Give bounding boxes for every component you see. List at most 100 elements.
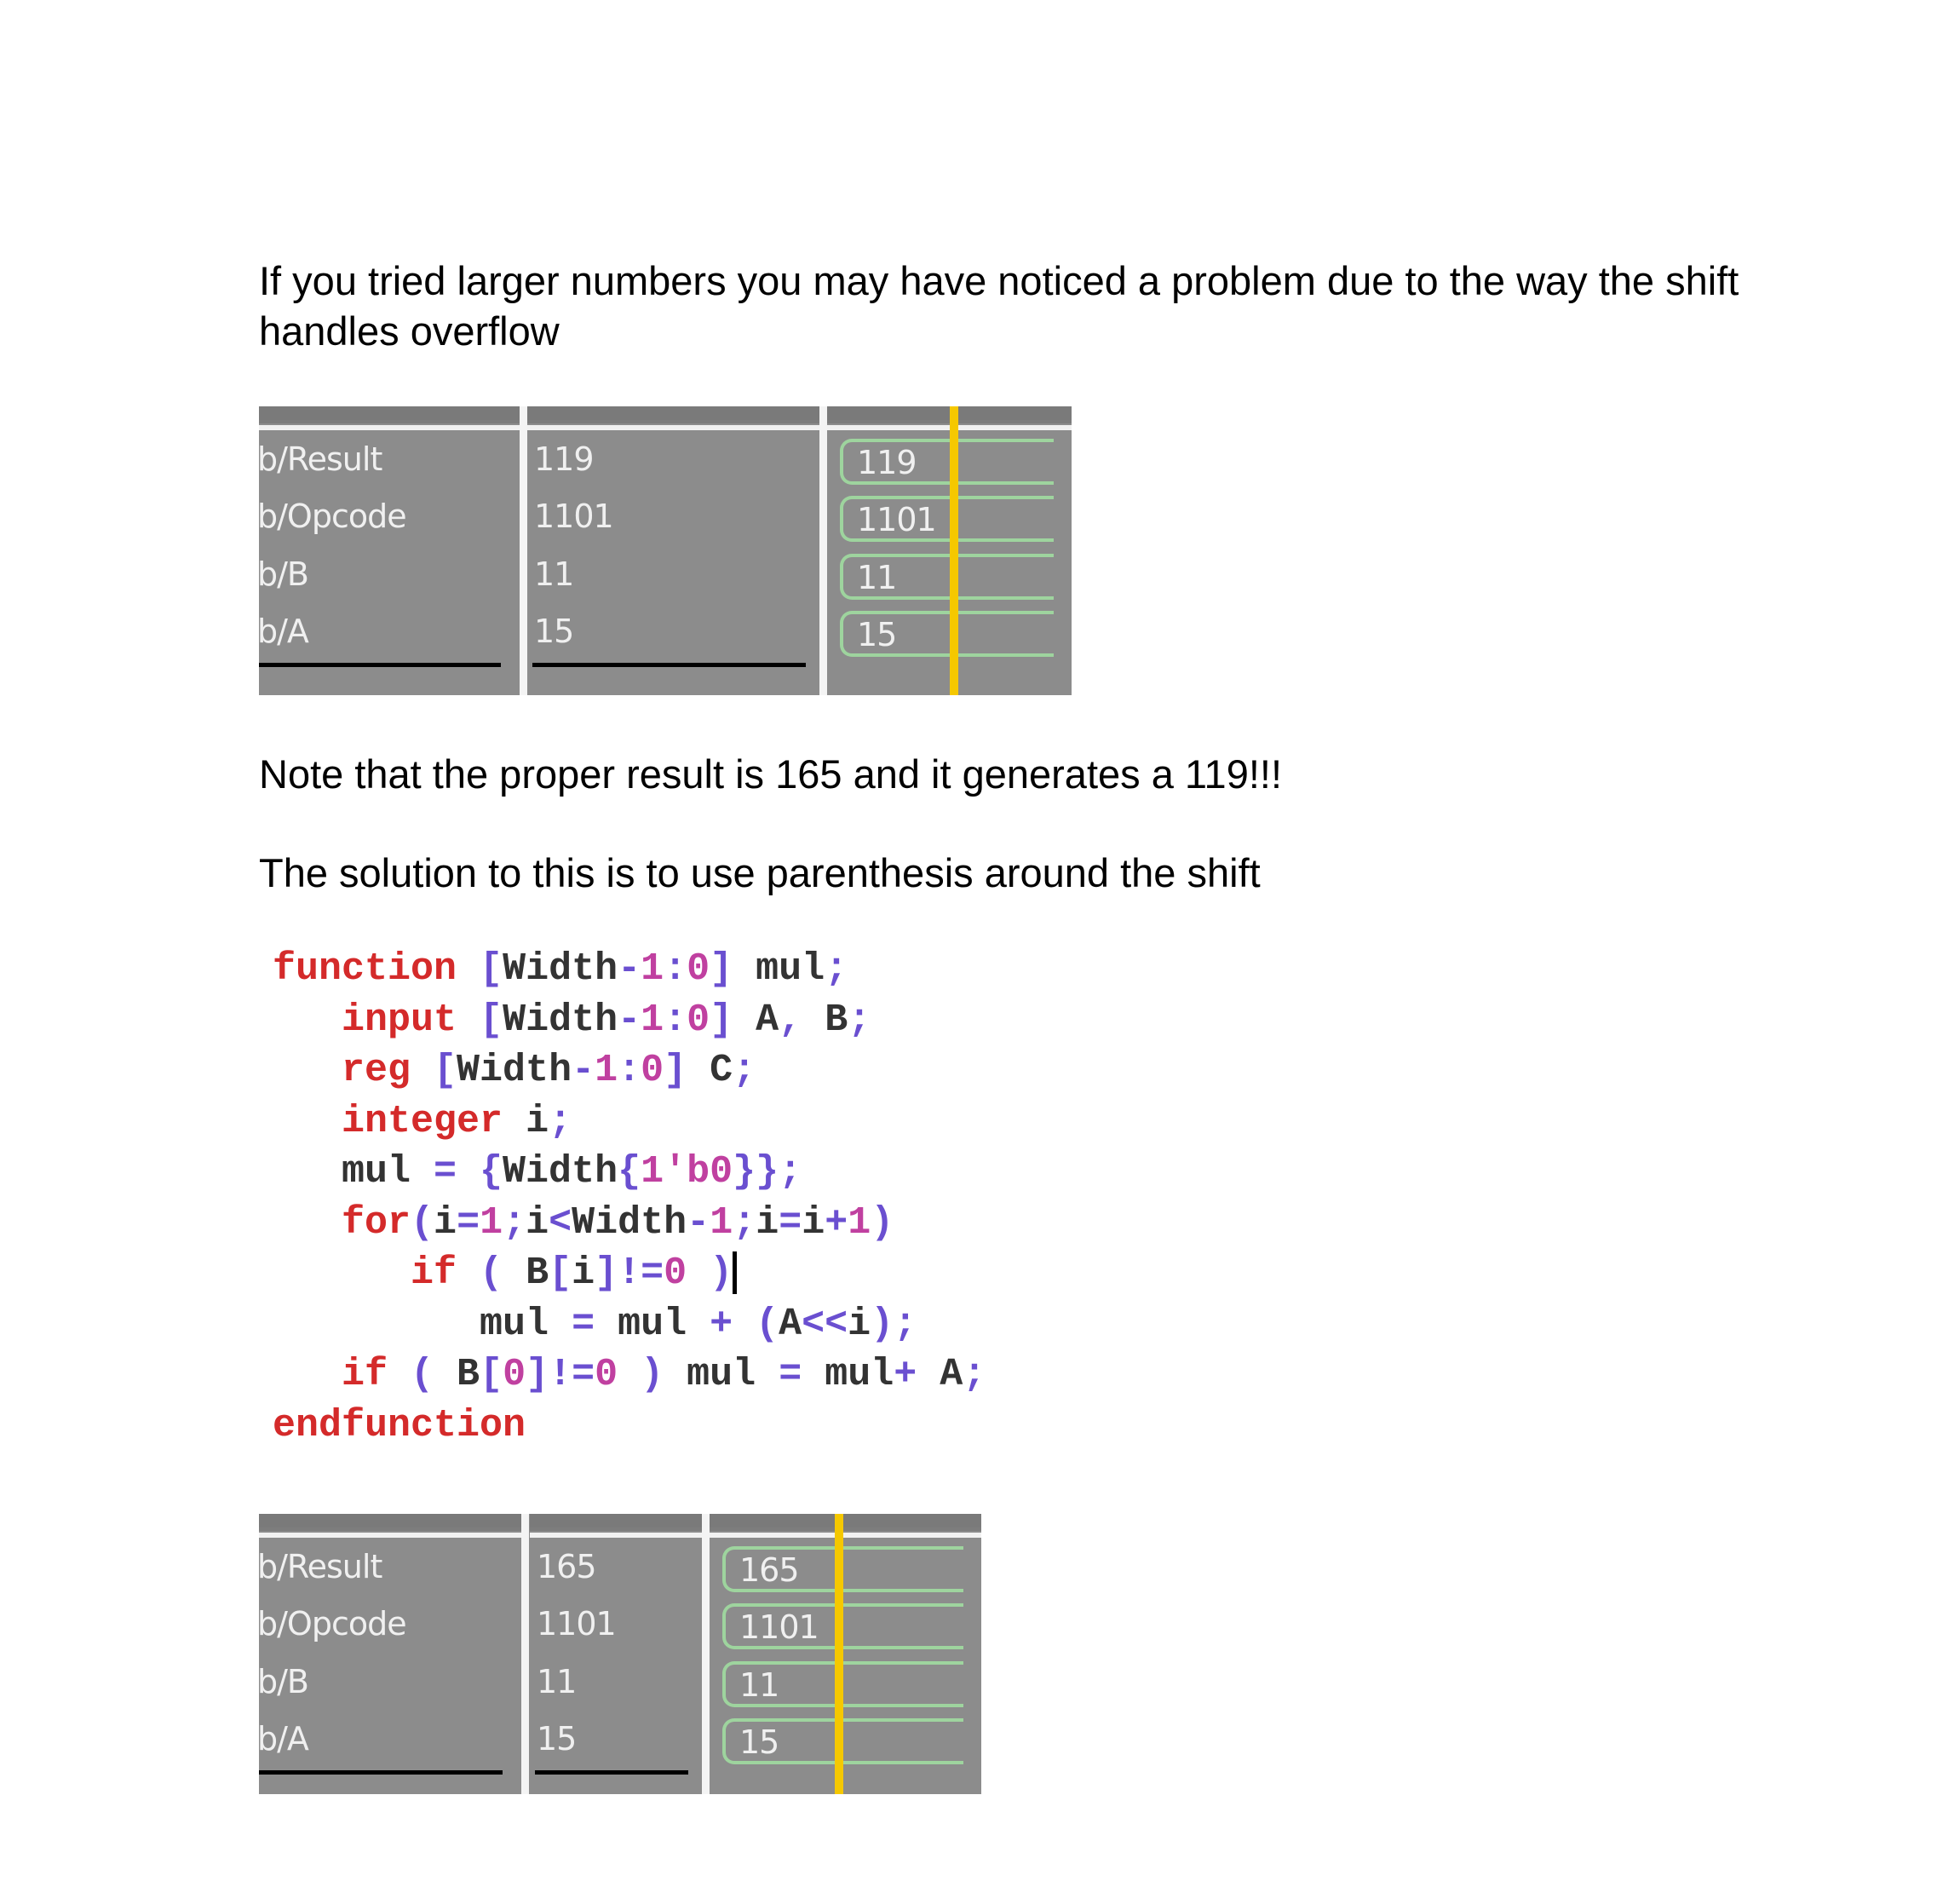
column-underline [259,1770,503,1775]
column-divider [819,406,827,695]
bus-label: 11 [739,1666,779,1704]
code-token: mul [733,947,825,991]
bus-value: 119 [840,439,1054,485]
code-token: for [273,1200,411,1245]
code-token: + [894,1353,940,1396]
code-token: A [733,998,779,1042]
code-token: 1 [641,998,664,1042]
code-line: reg [Width-1:0] C; [273,1045,986,1096]
signal-name: b/A [257,1720,309,1758]
signal-value: 1101 [537,1605,617,1642]
column-underline [259,663,501,667]
code-token: 0 [664,1251,687,1295]
code-token: ); [871,1302,917,1346]
code-token: mul [273,1302,572,1346]
code-token: Width [503,998,618,1042]
code-token: 0 [687,998,710,1042]
code-token: != [618,1251,664,1295]
code-token: Width [503,1150,618,1194]
signal-value: 165 [537,1548,597,1585]
code-token: integer [273,1099,526,1143]
code-token: endfunction [273,1403,526,1447]
bus-label: 15 [857,616,897,653]
bus-label: 11 [857,559,897,596]
signal-name: b/A [257,613,309,650]
code-token: if [273,1251,480,1295]
code-line: mul = mul + (A<<i); [273,1299,986,1350]
code-token: + ( [710,1302,779,1346]
code-token: [ [480,947,503,991]
code-line: function [Width-1:0] mul; [273,944,986,995]
code-token: i [756,1200,779,1245]
code-token: mul [687,1353,779,1396]
column-underline [535,1770,688,1775]
code-token: ] [710,947,733,991]
code-token: [ [549,1251,572,1295]
code-token: ; [733,1200,756,1245]
code-token: { [618,1150,641,1194]
code-token: Width [503,947,618,991]
time-cursor-line [950,406,958,695]
bus-label: 1101 [857,501,937,538]
code-token: = [572,1302,618,1346]
code-token: mul [618,1302,710,1346]
signal-value: 15 [537,1720,577,1758]
code-token: B [526,1251,549,1295]
header-line [710,1533,981,1538]
code-token: != [549,1353,595,1396]
code-token: 1 [595,1049,618,1092]
code-token: mul [273,1150,434,1194]
bus-value: 1101 [840,496,1054,542]
code-token: - [618,947,641,991]
code-token: - [572,1049,595,1092]
code-token: 1 [480,1200,503,1245]
header-line [827,425,1072,430]
signal-name: b/Opcode [257,498,407,535]
code-token: ) [618,1353,687,1396]
code-line: input [Width-1:0] A, B; [273,995,986,1046]
code-token: ) [871,1200,894,1245]
code-token: , [779,998,802,1042]
time-cursor-line [835,1514,843,1794]
code-token: ; [733,1049,756,1092]
bus-value: 11 [840,554,1054,600]
code-token: ] [710,998,733,1042]
code-token: [ [480,998,503,1042]
code-token: B [457,1353,480,1396]
code-token: ) [687,1251,733,1295]
code-token: A [940,1353,963,1396]
code-token: ; [825,947,848,991]
code-token: ( [411,1353,457,1396]
waveform-column: 119 1101 11 15 [827,406,1072,695]
column-divider [702,1514,710,1794]
column-header [527,406,819,423]
code-token: i [848,1302,871,1346]
code-token: < [549,1200,572,1245]
code-token: = { [434,1150,503,1194]
code-token: B [802,998,848,1042]
header-line [527,425,819,430]
code-token: 1 [848,1200,871,1245]
code-token: ] [526,1353,549,1396]
column-header [530,1514,702,1531]
signal-name: b/Result [257,440,382,478]
code-token: << [802,1302,848,1346]
code-token: ; [549,1099,572,1143]
intro-line-2: handles overflow [259,308,560,354]
waveform-column: 165 1101 11 15 [530,1514,702,1794]
code-token: Width [572,1200,687,1245]
text-caret [733,1251,738,1295]
code-token: - [687,1200,710,1245]
code-token: ] [664,1049,687,1092]
header-line [259,425,520,430]
signal-value: 15 [534,613,574,650]
column-header [259,406,520,423]
code-token: 0 [595,1353,618,1396]
code-token: mul [825,1353,894,1396]
code-token: 1 [710,1200,733,1245]
code-token: reg [273,1049,434,1092]
signal-name: b/B [257,555,309,593]
code-line: endfunction [273,1401,986,1452]
code-token: ( [411,1200,434,1245]
code-token: i [526,1200,549,1245]
